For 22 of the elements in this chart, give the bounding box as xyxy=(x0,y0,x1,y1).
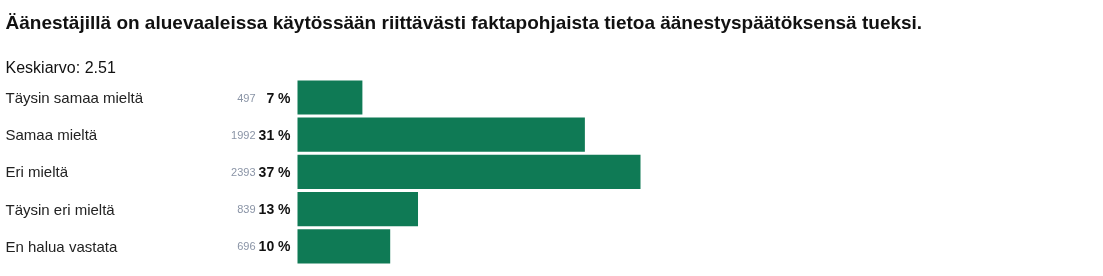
y-tick-label: Täysin eri mieltä xyxy=(5,200,116,218)
bar xyxy=(297,117,585,152)
data-label: 10 % xyxy=(258,238,292,255)
y-tick-label: En halua vastata xyxy=(5,237,118,255)
data-label: 37 % xyxy=(258,163,292,180)
text: Keskiarvo: 2.51 xyxy=(5,59,116,76)
text: 2393 xyxy=(231,165,256,178)
data-label: 7 % xyxy=(266,89,292,106)
bar xyxy=(297,191,419,227)
chart-title: Äänestäjillä on aluevaaleissa käytössään riittävästi faktapohjaista tietoa äänestyspäätöksensä tueksi. xyxy=(5,12,923,33)
y-tick-label: Eri mieltä xyxy=(5,163,69,181)
data-label: 13 % xyxy=(258,201,292,218)
bar xyxy=(297,154,641,190)
text: 839 xyxy=(237,203,256,216)
bar xyxy=(297,229,391,264)
text: 696 xyxy=(237,240,256,253)
data-label: 31 % xyxy=(258,126,292,143)
bar xyxy=(297,80,363,115)
y-tick-label: Samaa mieltä xyxy=(5,126,98,144)
text: 1992 xyxy=(231,128,256,141)
text: 497 xyxy=(237,91,256,104)
y-tick-label: Täysin samaa mieltä xyxy=(5,89,144,106)
